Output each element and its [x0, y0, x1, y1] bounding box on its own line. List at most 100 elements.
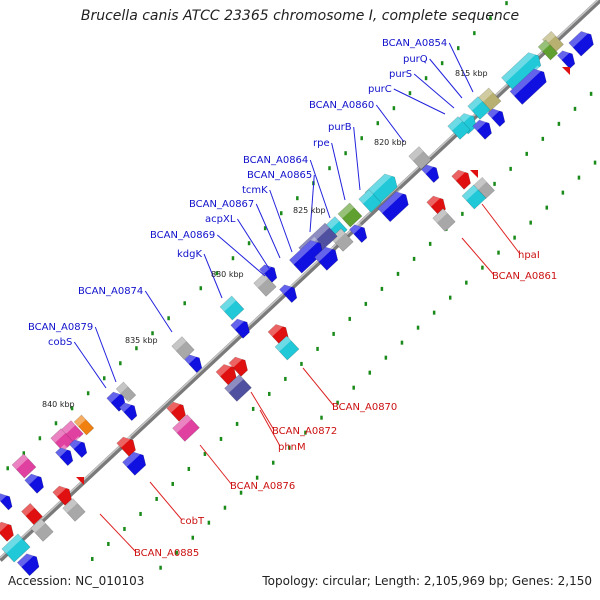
dot-marker: [493, 181, 496, 186]
marker-triangle: [76, 477, 84, 485]
dot-marker: [38, 436, 42, 441]
tick-label: 825 kbp: [293, 206, 326, 215]
gene-arrow: [461, 184, 487, 210]
gene-arrow: [62, 498, 86, 522]
forward-gene-label: BCAN_A0869: [150, 230, 215, 241]
dot-marker: [448, 295, 452, 300]
forward-gene-label: BCAN_A0865: [247, 170, 312, 181]
dot-marker: [352, 385, 355, 390]
dot-marker: [239, 490, 243, 495]
gene-arrow: [447, 116, 471, 140]
label-leader: [309, 159, 331, 219]
dot-marker: [54, 421, 58, 426]
gene-arrow: [116, 433, 136, 457]
dot-marker: [107, 541, 110, 546]
gene-arrow: [432, 208, 456, 232]
dot-marker: [368, 370, 372, 375]
dot-marker: [251, 406, 255, 411]
gene-arrow: [337, 202, 363, 228]
dot-marker: [428, 241, 432, 246]
gene-arrow: [467, 96, 491, 120]
dot-marker: [573, 106, 577, 111]
dot-marker: [215, 271, 219, 276]
gene-arrow: [501, 49, 542, 92]
gene-arrow: [426, 192, 446, 216]
label-leader: [375, 104, 405, 143]
dot-marker: [412, 256, 416, 261]
reverse-gene-label: BCAN_A0876: [230, 481, 295, 492]
gene-arrow: [472, 116, 492, 140]
gene-arrow: [55, 444, 74, 467]
topology-text: Topology: circular; Length: 2,105,969 bp…: [262, 574, 592, 588]
dot-marker: [231, 256, 235, 261]
label-leader: [236, 218, 271, 271]
gene-arrow: [21, 502, 43, 526]
dot-marker: [139, 511, 142, 516]
dot-marker: [408, 91, 412, 96]
dot-marker: [183, 301, 186, 306]
dot-marker: [271, 460, 275, 465]
gene-arrow: [274, 335, 300, 361]
accession-text: Accession: NC_010103: [8, 574, 145, 588]
gene-arrow: [408, 146, 432, 170]
tick-label: 840 kbp: [42, 400, 75, 409]
label-leader: [149, 481, 183, 521]
dot-marker: [328, 166, 331, 171]
forward-gene-label: purS: [389, 69, 412, 80]
dot-marker: [344, 151, 347, 156]
dot-marker: [175, 550, 178, 555]
dot-marker: [119, 361, 122, 366]
forward-gene-label: rpe: [313, 138, 330, 149]
label-leader: [413, 73, 455, 109]
dot-marker: [456, 46, 460, 51]
backbone-highlight: [0, 0, 599, 559]
label-leader: [269, 189, 293, 253]
label-leader: [448, 42, 474, 93]
gene-arrow: [253, 273, 277, 297]
forward-gene-label: BCAN_A0874: [78, 286, 143, 297]
dot-ring: [6, 1, 597, 570]
dot-marker: [284, 376, 287, 381]
forward-gene-label: tcmK: [242, 185, 268, 196]
reverse-gene-label: hpaI: [518, 250, 540, 261]
reverse-gene-label: BCAN_A0885: [134, 548, 199, 559]
gene-arrow: [557, 47, 576, 70]
label-leader: [429, 58, 463, 99]
forward-gene-label: purC: [368, 84, 392, 95]
tick-label: 815 kbp: [455, 69, 488, 78]
gene-arrow: [73, 414, 95, 436]
gene-arrow: [358, 189, 382, 213]
dot-marker: [123, 526, 126, 531]
dot-marker: [171, 481, 174, 486]
gene-arrow: [30, 518, 54, 542]
chromosome-backbone: [0, 0, 600, 562]
dot-marker: [255, 475, 259, 480]
dot-marker: [316, 346, 319, 351]
tick-label: 820 kbp: [374, 138, 407, 147]
dot-marker: [416, 325, 420, 330]
dot-marker: [489, 16, 492, 21]
dot-marker: [247, 241, 251, 246]
dot-marker: [219, 436, 223, 441]
dot-marker: [296, 196, 299, 201]
label-leader: [481, 203, 521, 255]
gene-arrow: [377, 188, 409, 223]
dot-marker: [497, 250, 500, 255]
dot-marker: [360, 136, 363, 141]
marker-triangle: [562, 67, 570, 75]
dot-marker: [432, 310, 436, 315]
reverse-gene-label: BCAN_A0870: [332, 402, 397, 413]
gene-arrow: [330, 228, 354, 252]
label-leader: [199, 444, 233, 486]
gene-arrow: [451, 166, 471, 190]
dot-marker: [396, 271, 400, 276]
reverse-gene-label: BCAN_A0861: [492, 271, 557, 282]
label-leader: [144, 290, 173, 333]
dot-marker: [91, 556, 94, 561]
gene-arrow: [349, 221, 368, 244]
gene-arrow: [215, 360, 237, 386]
dot-marker: [22, 451, 26, 456]
tick-label: 830 kbp: [211, 270, 244, 279]
dot-marker: [545, 205, 549, 210]
